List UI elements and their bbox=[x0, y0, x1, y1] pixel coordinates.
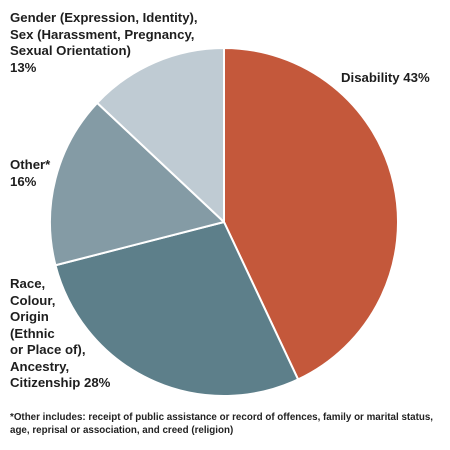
label-race-line: Ancestry, bbox=[10, 358, 70, 374]
label-gender: Gender (Expression, Identity), Sex (Hara… bbox=[10, 10, 198, 76]
footnote-line: *Other includes: receipt of public assis… bbox=[10, 412, 434, 423]
label-race-line: Race, bbox=[10, 276, 46, 291]
label-other: Other* 16% bbox=[10, 157, 50, 190]
footnote: *Other includes: receipt of public assis… bbox=[10, 411, 442, 437]
label-other-line: 16% bbox=[10, 173, 37, 189]
label-race-line: Colour, bbox=[10, 292, 56, 308]
pie-slice-disability bbox=[223, 47, 400, 381]
label-disability: Disability 43% bbox=[341, 70, 430, 87]
label-gender-line: Sexual Orientation) bbox=[10, 43, 131, 58]
pie-slice-gender bbox=[96, 47, 225, 223]
label-race-line: (Ethnic bbox=[10, 325, 55, 341]
label-race-line: Citizenship 28% bbox=[10, 375, 111, 390]
label-gender-line: 13% bbox=[10, 59, 37, 75]
pie-slice-other bbox=[49, 101, 225, 267]
label-race-line: Origin bbox=[10, 309, 49, 324]
pie-slice-race bbox=[54, 221, 300, 397]
label-race: Race, Colour, Origin (Ethnic or Place of… bbox=[10, 276, 110, 392]
label-gender-line: Gender (Expression, Identity), bbox=[10, 10, 198, 25]
label-gender-line: Sex (Harassment, Pregnancy, bbox=[10, 26, 195, 42]
label-race-line: or Place of), bbox=[10, 342, 86, 357]
label-other-line: Other* bbox=[10, 157, 51, 172]
footnote-line: age, reprisal or association, and creed … bbox=[10, 425, 234, 436]
label-disability-line: Disability 43% bbox=[341, 70, 430, 85]
